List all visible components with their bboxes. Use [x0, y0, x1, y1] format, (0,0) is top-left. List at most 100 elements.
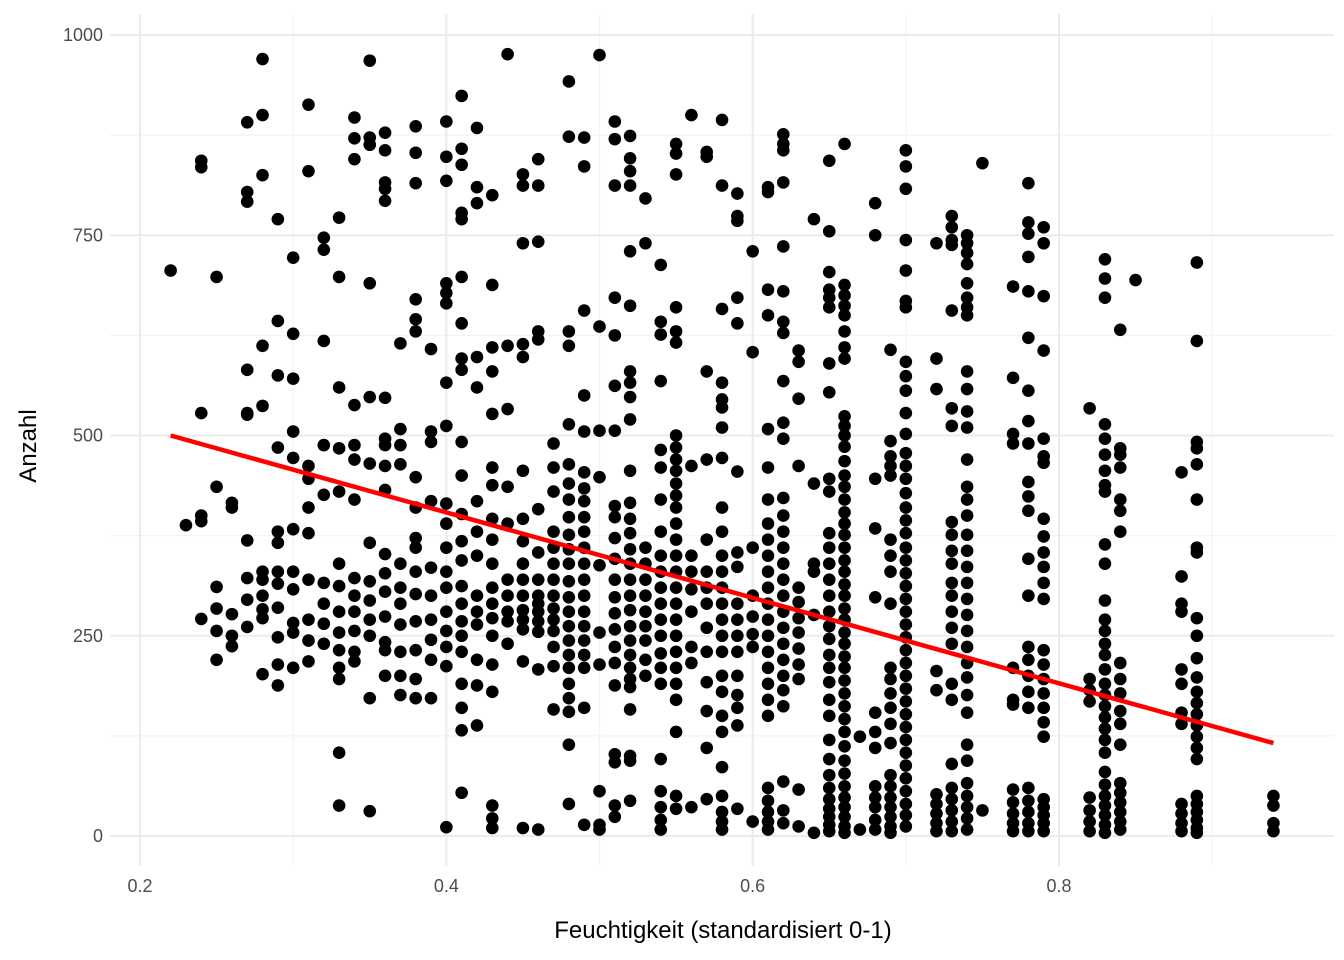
data-point: [623, 413, 637, 426]
data-point: [945, 528, 959, 542]
data-point: [516, 613, 530, 627]
data-point: [685, 640, 698, 654]
data-point: [654, 647, 668, 660]
data-point: [731, 546, 744, 559]
data-point: [822, 291, 836, 305]
data-point: [960, 560, 974, 574]
data-point: [593, 626, 606, 639]
data-point: [317, 576, 331, 590]
data-point: [240, 571, 254, 585]
data-point: [1083, 401, 1096, 415]
data-point: [838, 528, 851, 542]
data-point: [700, 621, 714, 635]
data-point: [409, 531, 423, 545]
data-point: [317, 637, 331, 651]
data-point: [899, 605, 913, 619]
data-point: [623, 589, 637, 602]
data-point: [777, 509, 790, 522]
data-point: [547, 602, 560, 615]
data-point: [378, 438, 392, 452]
data-point: [562, 528, 576, 542]
data-point: [960, 480, 974, 494]
data-point: [838, 661, 851, 675]
data-point: [501, 339, 514, 353]
data-point: [731, 719, 744, 732]
data-point: [348, 398, 361, 412]
data-point: [516, 623, 530, 636]
data-point: [715, 709, 729, 723]
data-point: [761, 709, 775, 723]
data-point: [1190, 458, 1204, 471]
data-point: [256, 611, 269, 625]
data-point: [960, 592, 974, 606]
data-point: [669, 441, 683, 454]
data-point: [194, 160, 208, 174]
data-point: [455, 786, 468, 800]
data-point: [455, 597, 468, 611]
data-point: [930, 797, 943, 811]
data-point: [516, 573, 530, 586]
data-point: [715, 525, 729, 538]
data-point: [731, 701, 744, 715]
data-point: [945, 544, 959, 558]
data-point: [210, 653, 223, 667]
data-point: [562, 493, 576, 506]
data-point: [470, 679, 484, 692]
data-point: [409, 146, 423, 160]
data-point: [240, 593, 254, 607]
data-point: [838, 637, 851, 651]
data-point: [838, 341, 851, 354]
data-point: [731, 214, 744, 228]
data-point: [899, 643, 913, 657]
data-point: [409, 176, 423, 190]
data-point: [777, 573, 790, 586]
data-point: [899, 656, 913, 670]
data-point: [868, 472, 882, 486]
data-point: [945, 757, 959, 771]
data-point: [440, 517, 453, 530]
data-point: [562, 325, 576, 338]
data-point: [271, 314, 285, 328]
data-point: [960, 812, 974, 825]
data-point: [194, 612, 208, 626]
data-point: [516, 534, 530, 548]
data-point: [669, 725, 683, 739]
data-point: [1113, 786, 1127, 800]
data-point: [731, 645, 744, 659]
data-point: [777, 176, 790, 189]
data-point: [838, 137, 851, 151]
data-point: [945, 557, 959, 570]
data-point: [1175, 570, 1188, 583]
data-point: [731, 465, 744, 478]
data-point: [960, 671, 974, 684]
data-point: [1113, 672, 1127, 686]
data-point: [960, 277, 974, 290]
data-point: [531, 333, 545, 346]
data-point: [577, 494, 591, 508]
data-point: [792, 344, 805, 357]
data-point: [1113, 448, 1127, 462]
data-point: [822, 605, 836, 619]
data-point: [378, 610, 392, 623]
data-point: [1022, 824, 1035, 838]
data-point: [1113, 823, 1127, 836]
data-point: [286, 661, 300, 675]
data-point: [761, 629, 775, 643]
data-point: [1022, 227, 1035, 240]
data-point: [899, 160, 913, 173]
x-tick-label: 0.6: [740, 876, 765, 896]
data-point: [608, 379, 622, 393]
data-point: [440, 541, 453, 554]
data-point: [669, 789, 683, 803]
data-point: [1006, 437, 1020, 450]
data-point: [1190, 611, 1204, 625]
data-point: [1190, 707, 1204, 721]
data-point: [654, 813, 668, 827]
data-point: [1022, 475, 1035, 489]
data-point: [899, 566, 913, 580]
data-point: [562, 130, 576, 144]
data-point: [868, 591, 882, 604]
data-point: [1190, 493, 1204, 506]
data-point: [562, 591, 576, 604]
data-point: [746, 815, 759, 828]
